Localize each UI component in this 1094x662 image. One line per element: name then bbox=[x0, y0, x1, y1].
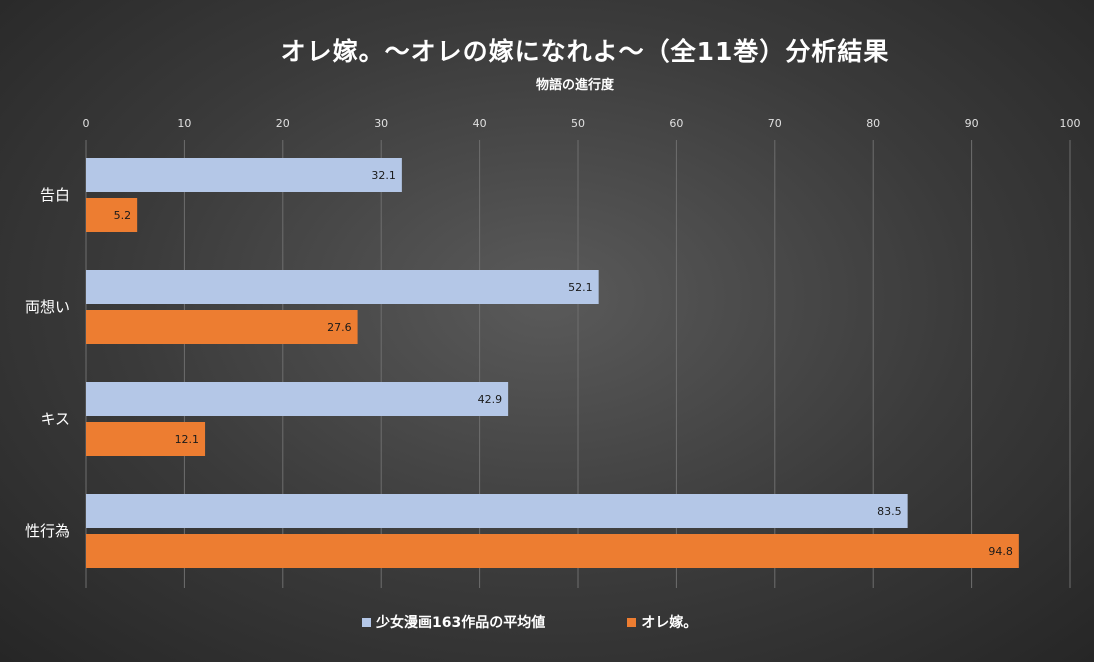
x-tick-label: 70 bbox=[768, 117, 782, 130]
x-tick-label: 0 bbox=[83, 117, 90, 130]
bar bbox=[86, 382, 509, 416]
x-tick-label: 100 bbox=[1060, 117, 1081, 130]
legend-swatch-average bbox=[362, 617, 371, 627]
x-tick-label: 80 bbox=[866, 117, 880, 130]
data-label: 94.8 bbox=[988, 545, 1013, 558]
data-label: 5.2 bbox=[114, 209, 132, 222]
category-label: 告白 bbox=[40, 186, 70, 204]
data-label: 83.5 bbox=[877, 505, 902, 518]
bar bbox=[86, 494, 908, 528]
category-label: 性行為 bbox=[25, 522, 70, 540]
data-label: 52.1 bbox=[568, 281, 593, 294]
data-label: 42.9 bbox=[478, 393, 503, 406]
bar bbox=[86, 158, 402, 192]
x-tick-label: 30 bbox=[374, 117, 388, 130]
bar bbox=[86, 198, 138, 232]
legend-item-oreyome: オレ嫁。 bbox=[627, 612, 697, 632]
x-tick-label: 20 bbox=[276, 117, 290, 130]
bar bbox=[86, 422, 206, 456]
legend-item-average: 少女漫画163作品の平均値 bbox=[362, 612, 545, 632]
x-tick-label: 10 bbox=[177, 117, 191, 130]
x-tick-label: 50 bbox=[571, 117, 585, 130]
data-label: 27.6 bbox=[327, 321, 352, 334]
category-label: キス bbox=[40, 410, 70, 428]
data-label: 32.1 bbox=[371, 169, 396, 182]
category-label: 両想い bbox=[25, 298, 70, 316]
bar bbox=[86, 534, 1019, 568]
legend-swatch-oreyome bbox=[627, 617, 637, 627]
chart-subtitle: 物語の進行度 bbox=[535, 78, 614, 93]
x-tick-label: 40 bbox=[473, 117, 487, 130]
legend-label-oreyome: オレ嫁。 bbox=[641, 615, 698, 631]
bar bbox=[86, 310, 358, 344]
x-tick-label: 90 bbox=[965, 117, 979, 130]
bar bbox=[86, 270, 599, 304]
chart-title: オレ嫁。〜オレの嫁になれよ〜（全11巻）分析結果 bbox=[280, 37, 890, 66]
data-label: 12.1 bbox=[175, 433, 200, 446]
x-tick-label: 60 bbox=[669, 117, 683, 130]
legend: 少女漫画163作品の平均値 オレ嫁。 bbox=[362, 612, 697, 632]
legend-label-average: 少女漫画163作品の平均値 bbox=[376, 615, 546, 631]
